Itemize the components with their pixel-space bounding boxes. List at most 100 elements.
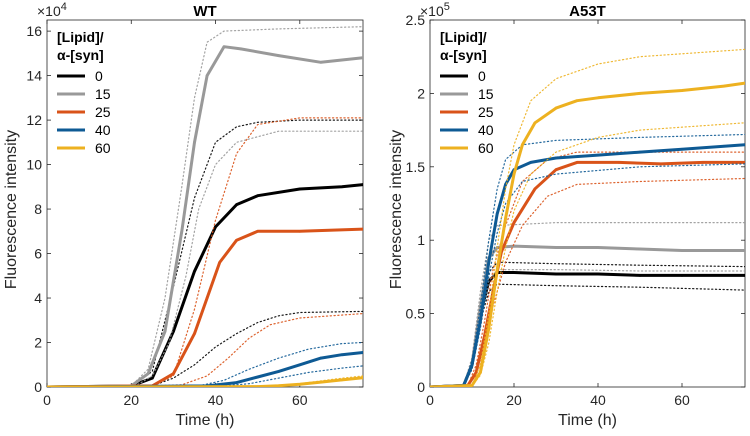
data-point-series-60-t20 — [512, 172, 516, 176]
data-point-series-25-t50 — [256, 230, 260, 233]
replicate-line-series-25-0 — [47, 117, 363, 387]
legend-label-25: 25 — [478, 104, 494, 120]
data-point-series-60-t10 — [470, 384, 474, 387]
y-tick-label: 2 — [34, 335, 42, 351]
legend-label-25: 25 — [95, 104, 111, 120]
data-point-series-60-t18 — [504, 216, 507, 220]
data-point-series-15-t24 — [146, 372, 150, 376]
data-point-series-0-t40 — [214, 225, 217, 229]
data-point-series-60-t60 — [680, 89, 684, 92]
data-point-series-0-t40 — [596, 272, 600, 276]
data-point-series-15-t28 — [163, 330, 167, 333]
series-line-25 — [47, 227, 363, 387]
data-point-series-0-t45 — [235, 203, 238, 206]
data-point-series-15-t75 — [361, 56, 363, 60]
legend-title-line1: [Lipid]/ — [440, 29, 487, 45]
data-point-series-15-t60 — [680, 249, 684, 252]
data-point-series-40-t50 — [256, 375, 260, 379]
exponent-power: 5 — [444, 1, 450, 13]
legend-label-60: 60 — [478, 140, 494, 156]
data-point-series-40-t70 — [722, 144, 726, 148]
series-line-15 — [47, 45, 363, 387]
y-tick-label: 10 — [26, 157, 42, 173]
legend: [Lipid]/ α-[syn] 0 15 25 40 60 — [57, 29, 111, 156]
data-point-series-25-t75 — [743, 161, 745, 164]
y-exponent-label: ×104 — [37, 1, 67, 19]
data-point-series-15-t32 — [180, 230, 184, 233]
legend-label-0: 0 — [95, 68, 103, 84]
chart-title: A53T — [569, 3, 606, 20]
x-axis-label: Time (h) — [558, 412, 617, 429]
data-point-series-40-t24 — [529, 161, 533, 164]
data-point-series-40-t40 — [596, 153, 600, 157]
data-point-series-40-t75 — [361, 351, 363, 354]
y-tick-label: 8 — [34, 201, 42, 217]
data-point-series-40-t16 — [495, 212, 499, 216]
data-point-series-60-t16 — [495, 268, 499, 271]
exponent-power: 4 — [61, 1, 67, 13]
data-point-series-0-t50 — [638, 274, 642, 277]
data-point-series-60-t30 — [554, 106, 558, 110]
data-point-series-60-t25 — [533, 121, 537, 125]
data-point-series-60-t35 — [575, 99, 579, 102]
replicate-line-series-0-1 — [47, 310, 363, 387]
y-tick-label: 0 — [417, 379, 425, 395]
legend-label-15: 15 — [478, 86, 494, 102]
y-tick-label: 12 — [26, 112, 42, 128]
data-point-series-15-t46 — [239, 47, 243, 51]
y-axis-label: Fluorescence intensity — [3, 130, 20, 289]
data-point-series-0-t50 — [256, 194, 260, 197]
data-point-series-40-t30 — [554, 156, 558, 160]
data-point-series-40-t60 — [680, 147, 684, 151]
data-point-series-25-t75 — [361, 227, 363, 231]
y-tick-label: 1 — [417, 232, 425, 248]
data-point-series-25-t11 — [474, 371, 478, 374]
data-point-series-40-t50 — [638, 150, 642, 154]
data-point-series-0-t60 — [680, 274, 684, 277]
data-point-series-0-t75 — [743, 274, 745, 277]
series-line-25 — [430, 160, 745, 387]
legend-label-40: 40 — [478, 122, 494, 138]
exponent-base: ×10 — [420, 3, 444, 19]
data-point-series-15-t35 — [193, 141, 196, 144]
data-point-series-25-t30 — [172, 372, 175, 376]
data-point-series-60-t55 — [277, 384, 280, 387]
chart-title: WT — [193, 3, 216, 20]
x-tick-label: 0 — [43, 392, 51, 408]
data-point-series-25-t55 — [659, 162, 663, 166]
replicate-line-series-15-1 — [47, 130, 363, 387]
exponent-base: ×10 — [37, 3, 61, 19]
data-point-series-25-t65 — [701, 161, 705, 164]
data-point-series-0-t70 — [340, 185, 344, 189]
data-point-series-25-t35 — [193, 332, 196, 335]
y-tick-label: 6 — [34, 246, 42, 262]
legend-label-0: 0 — [478, 68, 486, 84]
data-point-series-0-t30 — [554, 272, 558, 276]
data-point-series-40-t10 — [470, 363, 474, 367]
legend-title-line2: α-[syn] — [57, 47, 104, 63]
data-point-series-40-t60 — [298, 363, 302, 367]
data-point-series-60-t40 — [596, 96, 600, 100]
data-point-series-40-t12 — [479, 319, 482, 323]
data-point-series-60-t75 — [361, 376, 363, 379]
data-point-series-25-t41 — [218, 261, 221, 264]
data-point-series-25-t38 — [205, 296, 209, 300]
x-tick-label: 20 — [123, 392, 139, 408]
data-point-series-25-t30 — [554, 168, 558, 171]
series-line-60 — [430, 81, 745, 387]
data-point-series-15-t38 — [205, 74, 209, 77]
y-tick-label: 2 — [417, 85, 425, 101]
x-tick-label: 0 — [426, 392, 434, 408]
data-point-series-60-t50 — [256, 385, 259, 387]
chart-panel-a53t: 0 20 40 60 0 0.5 1 1.5 2 2.5×105 A53T Time (h) Fluor… — [388, 1, 746, 429]
x-tick-label: 40 — [590, 392, 606, 408]
data-point-series-25-t45 — [617, 161, 621, 164]
legend-label-15: 15 — [95, 86, 111, 102]
data-point-series-40-t14 — [487, 260, 491, 264]
data-point-series-40-t45 — [235, 381, 238, 384]
y-tick-label: 4 — [34, 290, 42, 306]
x-tick-label: 60 — [292, 392, 308, 408]
y-tick-label: 14 — [26, 68, 42, 84]
